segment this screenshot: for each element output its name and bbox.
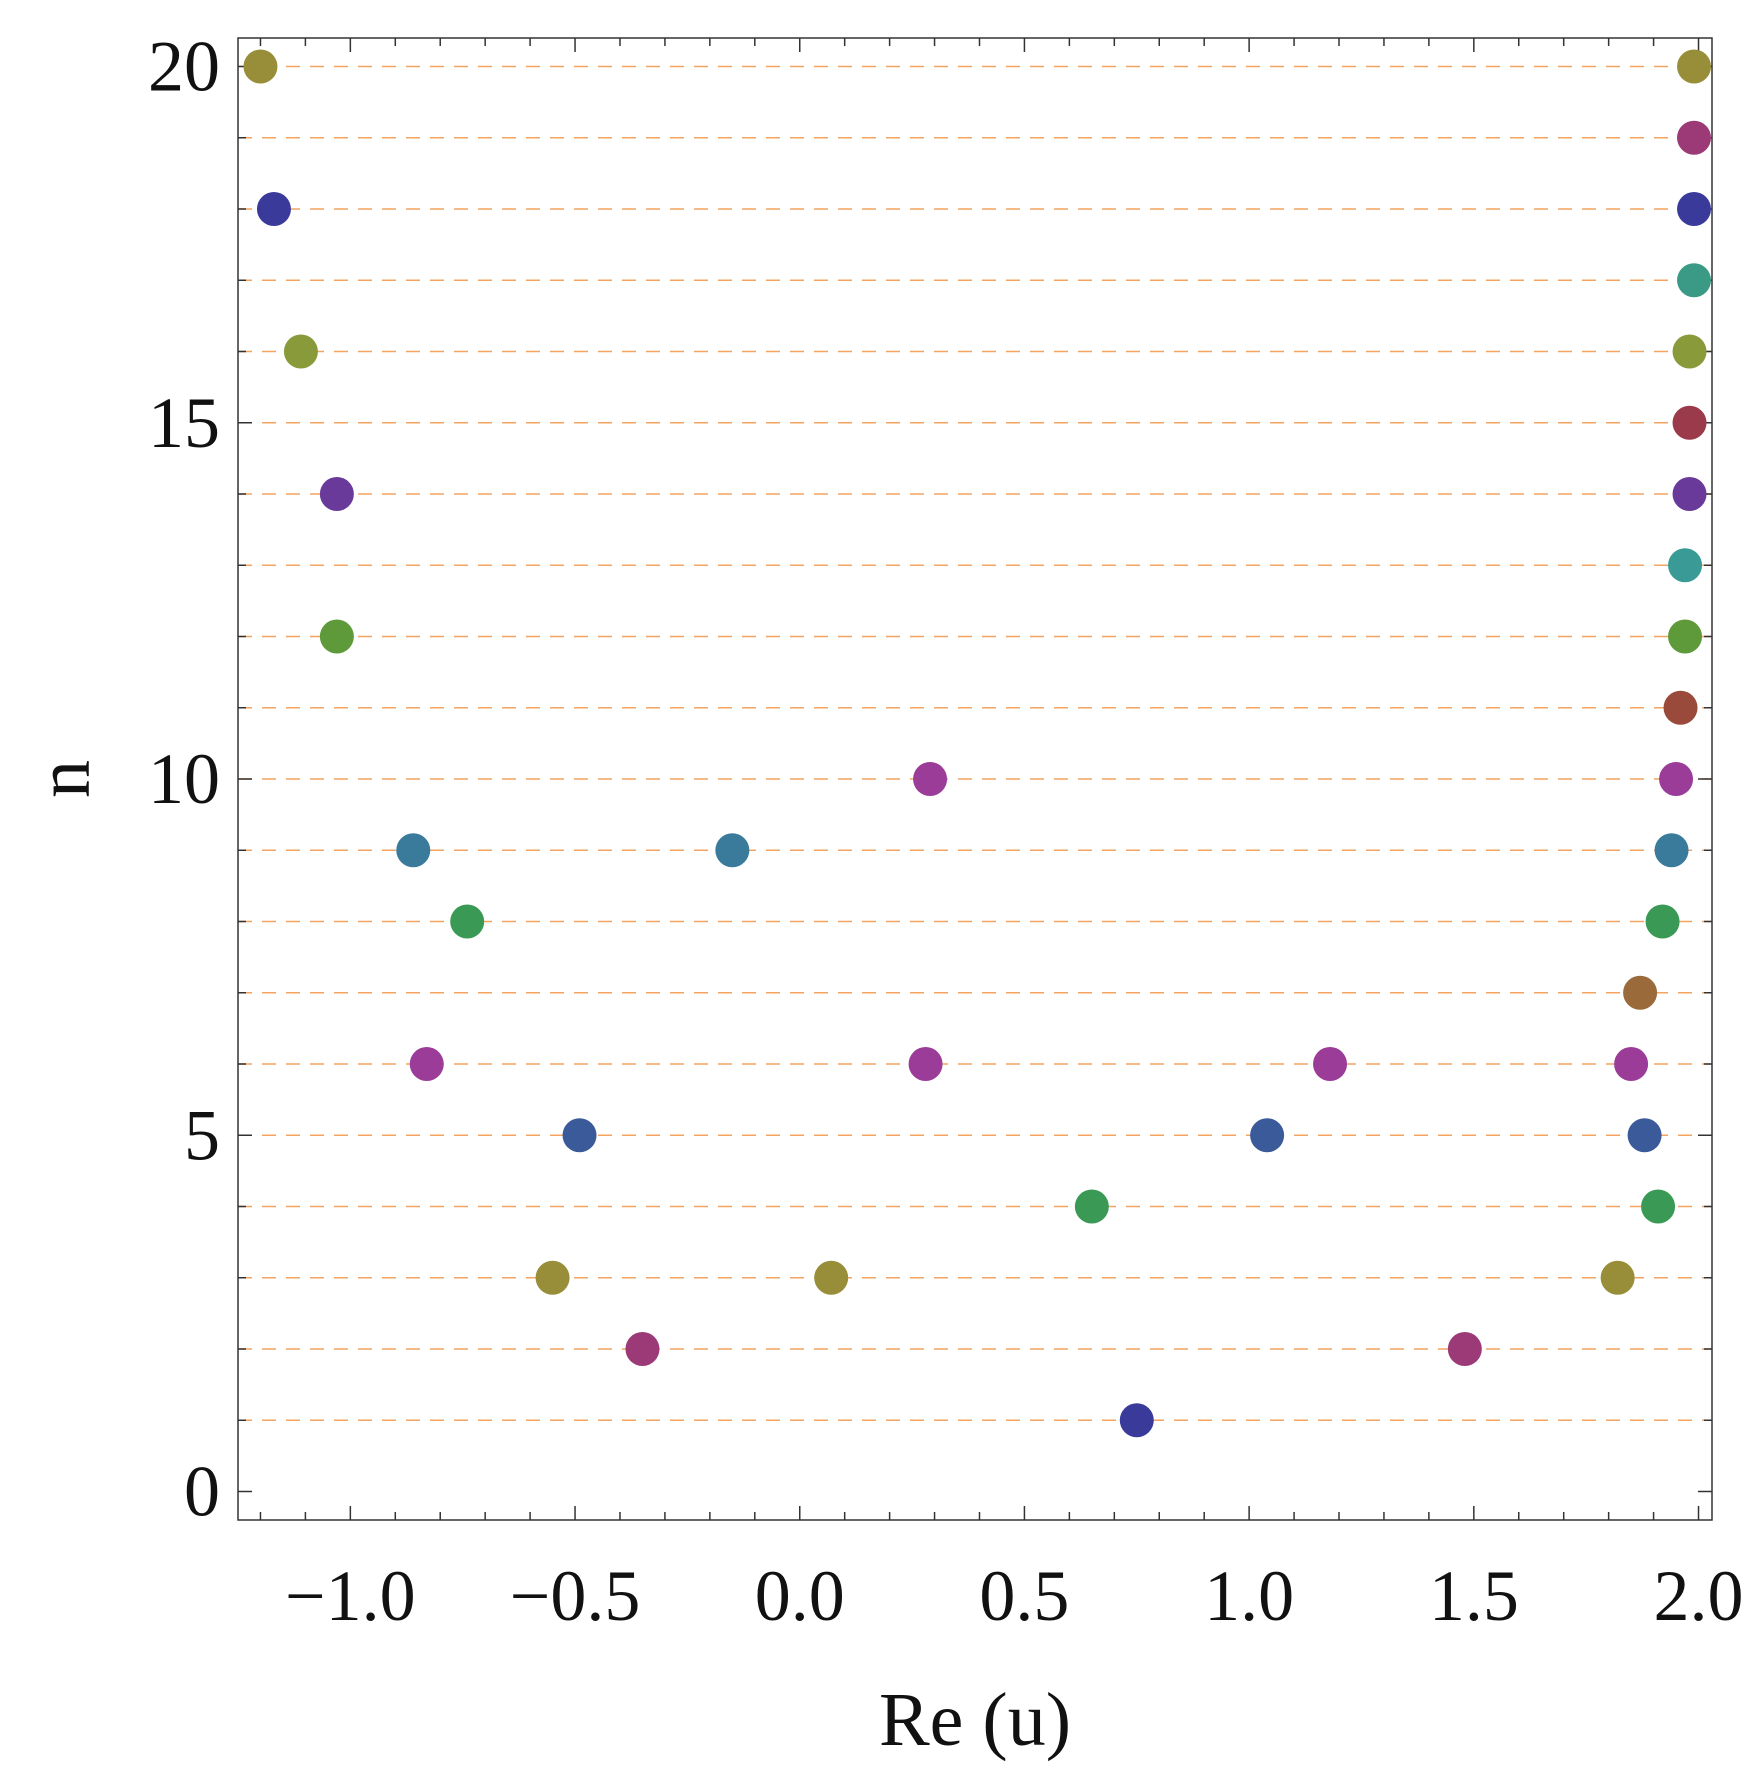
data-point	[256, 192, 291, 226]
data-point	[1119, 1403, 1154, 1438]
data-point	[913, 762, 948, 796]
y-tick-label: 15	[148, 383, 220, 463]
y-tick-label: 0	[184, 1452, 220, 1532]
data-point	[409, 1047, 444, 1081]
x-tick-label: 1.0	[1204, 1556, 1294, 1636]
data-point	[1600, 1260, 1635, 1295]
data-point	[319, 477, 354, 511]
data-point	[535, 1260, 570, 1295]
x-tick-label: 0.0	[755, 1556, 845, 1636]
data-point	[1677, 192, 1712, 226]
data-point	[283, 334, 318, 369]
data-point	[1677, 120, 1712, 155]
data-point	[1074, 1189, 1109, 1224]
data-point	[1672, 405, 1707, 440]
y-tick-label: 10	[148, 739, 220, 819]
data-point	[715, 833, 750, 868]
data-point	[396, 833, 431, 868]
y-tick-label: 5	[184, 1095, 220, 1175]
data-point	[243, 49, 278, 84]
plot-frame	[237, 37, 1713, 1521]
data-point	[1313, 1047, 1348, 1081]
data-point	[1614, 1047, 1649, 1081]
y-axis-title: n	[22, 760, 106, 798]
data-point	[1672, 334, 1707, 369]
data-point	[625, 1332, 660, 1366]
data-point	[450, 904, 485, 939]
data-point	[1645, 904, 1680, 939]
data-point	[1668, 548, 1703, 583]
data-point	[1250, 1118, 1285, 1153]
x-tick-label: 1.5	[1429, 1556, 1519, 1636]
x-axis-title: Re (u)	[879, 1678, 1071, 1762]
x-tick-label: 0.5	[979, 1556, 1069, 1636]
data-point	[1654, 833, 1689, 868]
x-tick-label: −0.5	[510, 1556, 641, 1636]
y-tick-label: 20	[148, 27, 220, 107]
data-point	[1641, 1189, 1676, 1224]
data-point	[1447, 1332, 1482, 1366]
data-point	[319, 619, 354, 654]
data-points	[243, 49, 1712, 1438]
data-point	[562, 1118, 597, 1153]
data-point	[814, 1260, 849, 1295]
data-point	[1668, 619, 1703, 654]
data-point	[1627, 1118, 1662, 1153]
data-point	[1677, 49, 1712, 84]
data-point	[1677, 263, 1712, 298]
data-point	[1663, 690, 1698, 725]
x-tick-label: 2.0	[1654, 1556, 1744, 1636]
y-tick-labels: 0 5 10 15 20	[148, 27, 220, 1532]
x-tick-labels: −1.0 −0.5 0.0 0.5 1.0 1.5 2.0	[285, 1556, 1743, 1636]
data-point	[1672, 477, 1707, 511]
data-point	[1659, 762, 1694, 796]
x-tick-label: −1.0	[285, 1556, 416, 1636]
reference-lines	[238, 65, 1712, 1422]
data-point	[908, 1047, 943, 1081]
data-point	[1623, 975, 1658, 1010]
